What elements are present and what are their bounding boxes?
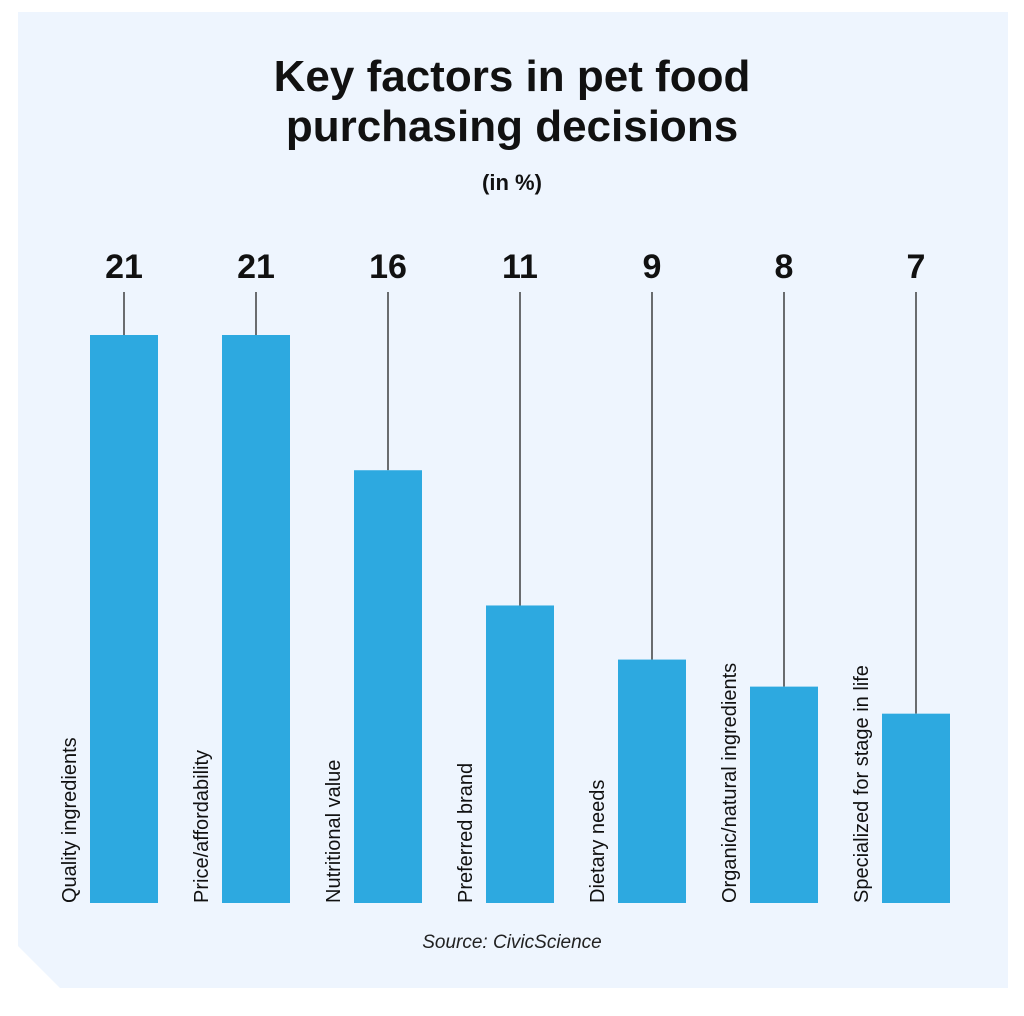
data-label: 9	[643, 248, 662, 286]
category-label: Nutritional value	[323, 760, 345, 903]
category-label: Dietary needs	[587, 780, 609, 903]
bar	[486, 605, 554, 903]
data-label: 21	[237, 248, 275, 286]
chart-title-line-2: purchasing decisions	[285, 102, 739, 151]
chart-title-line-1: Key factors in pet food	[273, 52, 751, 101]
bar	[618, 659, 686, 903]
bar	[882, 713, 950, 903]
bar	[222, 335, 290, 903]
category-label: Specialized for stage in life	[851, 665, 873, 903]
data-label: 21	[105, 248, 143, 286]
data-label: 11	[502, 248, 538, 286]
data-label: 16	[369, 248, 407, 286]
data-label: 8	[775, 248, 794, 286]
bar	[354, 470, 422, 903]
source-note: Source: CivicScience	[422, 932, 602, 953]
bar	[90, 335, 158, 903]
bar	[750, 686, 818, 903]
category-label: Quality ingredients	[59, 737, 81, 903]
chart-subtitle: (in %)	[482, 170, 542, 195]
category-label: Organic/natural ingredients	[719, 663, 741, 903]
data-label: 7	[907, 248, 926, 286]
category-label: Preferred brand	[455, 763, 477, 903]
category-label: Price/affordability	[191, 750, 213, 903]
